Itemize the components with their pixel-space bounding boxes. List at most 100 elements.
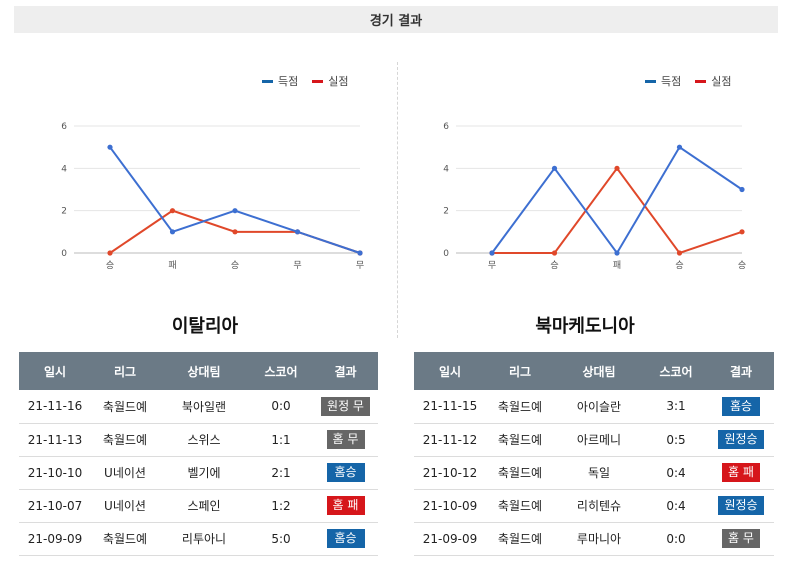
cell-league: 축월드예 <box>91 390 159 424</box>
x-tick-label: 승 <box>738 260 746 271</box>
cell-date: 21-10-07 <box>19 489 91 523</box>
legend-scored-label: 득점 <box>278 75 299 88</box>
data-point-conceded <box>676 250 683 256</box>
cell-opponent: 아이슬란 <box>554 390 644 424</box>
cell-score: 3:1 <box>644 390 708 424</box>
table-row: 21-09-09 축월드예 루마니아 0:0 홈 무 <box>414 522 774 556</box>
x-tick-label: 무 <box>488 260 496 271</box>
col-league: 리그 <box>486 352 554 390</box>
data-point-scored <box>614 250 620 256</box>
table-row: 21-10-10 U네이션 벨기에 2:1 홈승 <box>19 456 378 490</box>
cell-date: 21-11-15 <box>414 390 486 424</box>
y-tick-label: 0 <box>61 249 67 259</box>
cell-opponent: 아르메니 <box>554 423 644 457</box>
y-tick-label: 0 <box>443 249 449 259</box>
cell-result: 원정 무 <box>313 390 378 424</box>
cell-date: 21-10-12 <box>414 456 486 490</box>
legend-scored-label: 득점 <box>661 75 682 88</box>
cell-opponent: 루마니아 <box>554 522 644 556</box>
scored-swatch-icon <box>645 79 656 83</box>
result-badge: 홈승 <box>326 463 365 482</box>
panel-divider <box>397 62 398 338</box>
y-tick-label: 6 <box>443 122 449 132</box>
cell-score: 0:0 <box>249 390 313 424</box>
data-point-scored <box>169 229 176 235</box>
cell-league: 축월드예 <box>486 390 554 424</box>
table-row: 21-10-12 축월드예 독일 0:4 홈 패 <box>414 456 774 490</box>
table-row: 21-11-16 축월드예 북아일랜 0:0 원정 무 <box>19 390 378 424</box>
chart-italy: 0 2 4 6 승 패 승 무 무 <box>48 112 378 277</box>
scored-swatch-icon <box>262 79 273 83</box>
data-point-conceded <box>232 229 238 235</box>
legend-scored: 득점 <box>262 73 298 89</box>
data-point-conceded <box>107 250 113 256</box>
cell-opponent: 벨기에 <box>159 456 249 490</box>
cell-result: 원정승 <box>708 489 774 523</box>
cell-league: 축월드예 <box>91 522 159 556</box>
col-opponent: 상대팀 <box>554 352 644 390</box>
data-point-scored <box>232 208 238 214</box>
cell-score: 0:4 <box>644 489 708 523</box>
legend-conceded: 실점 <box>312 73 349 89</box>
data-point-scored <box>551 165 558 171</box>
cell-result: 홈 패 <box>313 489 378 523</box>
result-badge: 원정 무 <box>321 396 370 416</box>
cell-opponent: 스페인 <box>159 489 249 523</box>
cell-result: 홈 무 <box>708 522 774 556</box>
cell-score: 1:1 <box>249 423 313 457</box>
results-table-right: 일시 리그 상대팀 스코어 결과 21-11-15 축월드예 아이슬란 3:1 홈승 21… <box>414 352 774 556</box>
table-row: 21-10-07 U네이션 스페인 1:2 홈 패 <box>19 489 378 523</box>
conceded-swatch-icon <box>695 79 707 83</box>
cell-league: 축월드예 <box>486 522 554 556</box>
table-row: 21-11-15 축월드예 아이슬란 3:1 홈승 <box>414 390 774 424</box>
result-badge: 원정승 <box>718 430 764 449</box>
conceded-swatch-icon <box>312 79 324 83</box>
result-badge: 홈승 <box>722 396 760 416</box>
y-tick-label: 2 <box>443 207 449 217</box>
cell-result: 홈 패 <box>708 456 774 490</box>
data-point-conceded <box>551 250 558 256</box>
x-tick-label: 무 <box>293 260 301 271</box>
series-line-scored <box>491 145 743 255</box>
cell-opponent: 리투아니 <box>159 522 249 556</box>
col-league: 리그 <box>91 352 159 390</box>
col-score: 스코어 <box>644 352 708 390</box>
cell-score: 5:0 <box>249 522 313 556</box>
col-date: 일시 <box>19 352 91 390</box>
team-name-left: 이탈리아 <box>171 316 239 337</box>
cell-date: 21-11-13 <box>19 423 91 457</box>
cell-score: 0:0 <box>644 522 708 556</box>
cell-score: 2:1 <box>249 456 313 490</box>
legend-scored: 득점 <box>645 73 681 89</box>
cell-date: 21-09-09 <box>414 522 486 556</box>
cell-date: 21-11-16 <box>19 390 91 424</box>
cell-opponent: 독일 <box>554 456 644 490</box>
line-chart-svg: 0 2 4 6 무 승 패 승 승 <box>443 122 746 271</box>
y-tick-label: 4 <box>61 164 67 174</box>
cell-result: 홈승 <box>313 522 378 556</box>
cell-opponent: 스위스 <box>159 423 249 457</box>
cell-date: 21-10-10 <box>19 456 91 490</box>
cell-date: 21-11-12 <box>414 423 486 457</box>
cell-league: U네이션 <box>91 456 159 490</box>
cell-league: 축월드예 <box>91 423 159 457</box>
table-header-row: 일시 리그 상대팀 스코어 결과 <box>19 352 378 390</box>
y-tick-label: 4 <box>443 164 449 174</box>
results-header: 경기 결과 <box>14 6 778 33</box>
legend-left: 득점 실점 <box>262 73 349 89</box>
cell-score: 0:4 <box>644 456 708 490</box>
series-line-scored <box>109 146 361 254</box>
cell-opponent: 리히텐슈 <box>554 489 644 523</box>
cell-score: 1:2 <box>249 489 313 523</box>
table-row: 21-10-09 축월드예 리히텐슈 0:4 원정승 <box>414 489 774 523</box>
line-chart-svg: 0 2 4 6 승 패 승 무 무 <box>61 122 364 271</box>
legend-right: 득점 실점 <box>645 73 732 89</box>
y-tick-label: 6 <box>61 122 67 132</box>
result-badge: 원정승 <box>718 496 764 515</box>
chart-north-macedonia: 0 2 4 6 무 승 패 승 승 <box>430 112 760 277</box>
result-badge: 홈승 <box>326 529 365 548</box>
result-badge: 홈 무 <box>326 430 365 449</box>
legend-conceded-label: 실점 <box>328 75 349 88</box>
col-date: 일시 <box>414 352 486 390</box>
x-tick-label: 패 <box>168 260 176 271</box>
